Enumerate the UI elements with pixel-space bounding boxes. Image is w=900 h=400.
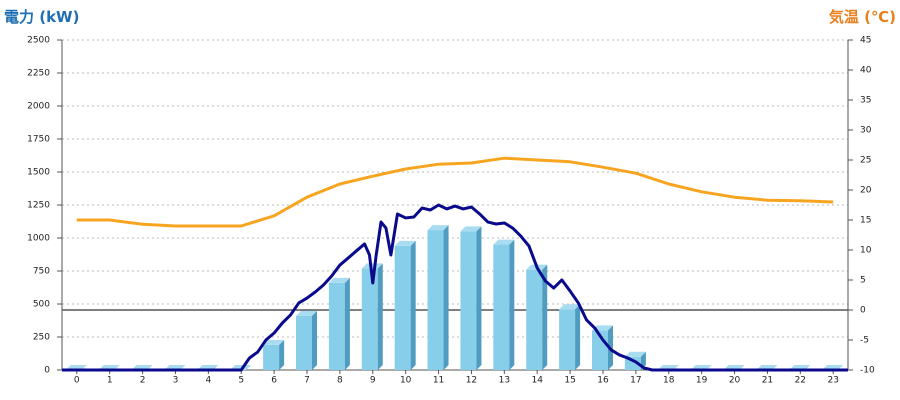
x-tick-label: 22 bbox=[795, 376, 806, 386]
x-tick-label: 8 bbox=[337, 376, 343, 386]
x-tick-label: 10 bbox=[400, 376, 412, 386]
x-tick-label: 6 bbox=[271, 376, 277, 386]
bar-top bbox=[460, 226, 482, 232]
x-tick-label: 16 bbox=[597, 376, 609, 386]
y-tick-label: 750 bbox=[33, 267, 50, 277]
x-tick-label: 11 bbox=[433, 376, 444, 386]
bar-side bbox=[377, 263, 383, 370]
x-tick-label: 9 bbox=[370, 376, 376, 386]
y2-tick-label: -5 bbox=[860, 336, 869, 346]
x-tick-label: 17 bbox=[630, 376, 641, 386]
bar-top bbox=[559, 304, 581, 310]
y2-tick-label: 30 bbox=[860, 126, 872, 136]
bar bbox=[526, 269, 543, 370]
y-tick-label: 2500 bbox=[27, 36, 50, 46]
bar-side bbox=[279, 339, 285, 370]
bar bbox=[263, 344, 280, 370]
x-tick-label: 18 bbox=[663, 376, 675, 386]
y2-tick-label: 0 bbox=[860, 306, 866, 316]
y-tick-label: 1000 bbox=[27, 234, 50, 244]
y2-tick-label: -10 bbox=[860, 366, 875, 376]
x-tick-label: 15 bbox=[564, 376, 575, 386]
y2-tick-label: 5 bbox=[860, 276, 866, 286]
bar-top bbox=[394, 240, 416, 246]
bar bbox=[361, 268, 378, 370]
bar-top bbox=[296, 310, 318, 316]
y-axis-title: 電力 (kW) bbox=[4, 8, 79, 26]
x-tick-label: 19 bbox=[696, 376, 708, 386]
x-tick-label: 1 bbox=[107, 376, 113, 386]
x-tick-label: 12 bbox=[466, 376, 477, 386]
x-tick-label: 13 bbox=[499, 376, 510, 386]
bar-side bbox=[542, 264, 548, 370]
bar-top bbox=[624, 351, 646, 357]
y-tick-label: 2250 bbox=[27, 69, 50, 79]
bar bbox=[427, 230, 444, 370]
bar bbox=[493, 244, 510, 370]
bar bbox=[328, 282, 345, 370]
x-tick-label: 7 bbox=[304, 376, 310, 386]
bar-side bbox=[443, 225, 449, 370]
bar-top bbox=[493, 239, 515, 245]
x-tick-label: 3 bbox=[173, 376, 179, 386]
x-tick-label: 14 bbox=[531, 376, 543, 386]
line bbox=[62, 203, 848, 372]
y-tick-label: 0 bbox=[44, 366, 50, 376]
x-tick-label: 23 bbox=[827, 376, 838, 386]
y-tick-label: 500 bbox=[33, 300, 50, 310]
bar-side bbox=[344, 277, 350, 370]
x-tick-label: 4 bbox=[205, 376, 211, 386]
bar-top bbox=[361, 263, 383, 269]
bar bbox=[460, 231, 477, 370]
y2-tick-label: 10 bbox=[860, 246, 872, 256]
y2-tick-label: 20 bbox=[860, 186, 872, 196]
x-tick-label: 2 bbox=[140, 376, 146, 386]
y2-tick-label: 35 bbox=[860, 96, 871, 106]
bar-side bbox=[410, 240, 416, 370]
bar-top bbox=[328, 277, 350, 283]
bar-top bbox=[263, 339, 285, 345]
y2-axis-title: 気温 (℃) bbox=[829, 8, 896, 26]
bar-side bbox=[312, 310, 318, 370]
y2-tick-label: 25 bbox=[860, 156, 871, 166]
y-tick-label: 250 bbox=[33, 333, 50, 343]
bar-side bbox=[509, 239, 515, 370]
y2-tick-label: 15 bbox=[860, 216, 871, 226]
x-tick-label: 0 bbox=[74, 376, 80, 386]
bar-top bbox=[427, 225, 449, 231]
y2-tick-label: 45 bbox=[860, 36, 871, 46]
y-tick-label: 1500 bbox=[27, 168, 50, 178]
y-tick-label: 1750 bbox=[27, 135, 50, 145]
bar-side bbox=[575, 304, 581, 370]
bar bbox=[394, 245, 411, 370]
x-tick-label: 5 bbox=[238, 376, 244, 386]
x-tick-label: 20 bbox=[729, 376, 741, 386]
line bbox=[76, 156, 834, 228]
bar-side bbox=[476, 226, 482, 370]
y2-tick-label: 40 bbox=[860, 66, 872, 76]
y-tick-label: 1250 bbox=[27, 201, 50, 211]
bar bbox=[559, 309, 576, 370]
bar bbox=[296, 315, 313, 370]
x-tick-label: 21 bbox=[762, 376, 773, 386]
y-tick-label: 2000 bbox=[27, 102, 50, 112]
